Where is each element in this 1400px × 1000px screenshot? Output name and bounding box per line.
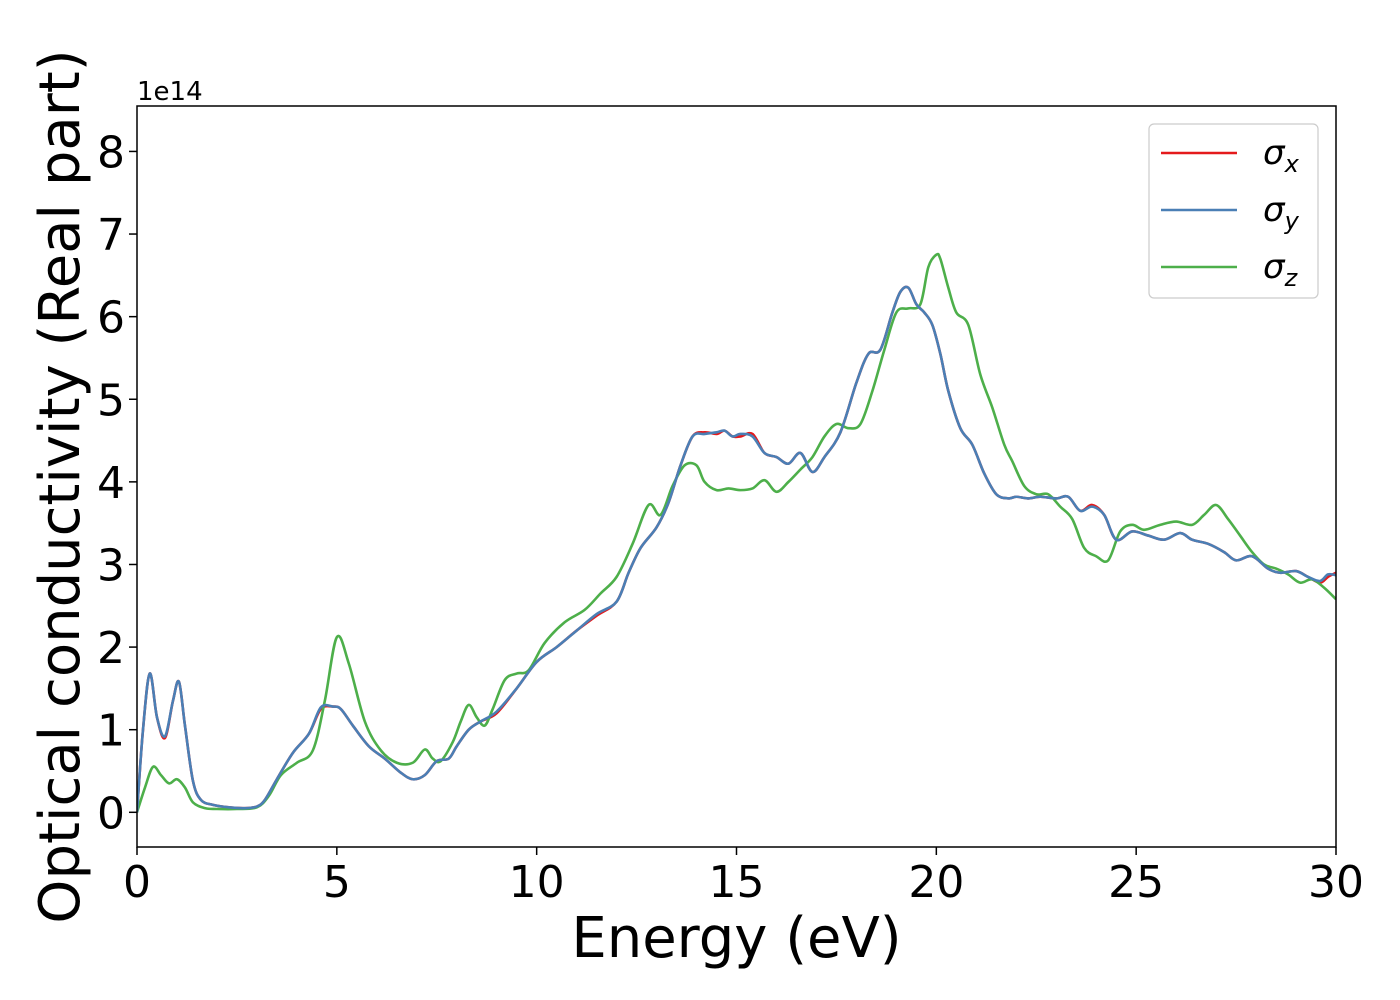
y-tick-label: 5 — [97, 375, 125, 426]
y-tick-label: 7 — [97, 210, 125, 261]
legend-label-z: σz — [1263, 247, 1299, 292]
x-tick-label: 25 — [1108, 857, 1164, 908]
x-axis-label: Energy (eV) — [571, 906, 901, 971]
y-offset-label: 1e14 — [137, 77, 203, 107]
y-tick-label: 4 — [97, 458, 125, 509]
x-tick-label: 20 — [908, 857, 964, 908]
y-tick-label: 2 — [97, 623, 125, 674]
legend-label-y: σy — [1263, 190, 1300, 235]
legend: σx σy σz — [1148, 123, 1319, 299]
series-group — [137, 252, 1336, 813]
x-tick-label: 0 — [123, 857, 151, 908]
x-tick-label: 5 — [323, 857, 351, 908]
series-line-y — [137, 285, 1336, 813]
y-tick-label: 0 — [97, 788, 125, 839]
y-tick-label: 3 — [97, 540, 125, 591]
x-tick-label: 30 — [1308, 857, 1364, 908]
x-tick-label: 15 — [709, 857, 765, 908]
y-axis-ticks: 0 1 2 3 4 5 6 7 8 — [97, 127, 137, 839]
y-axis-label: Optical conductivity (Real part) — [28, 49, 93, 923]
y-tick-label: 8 — [97, 127, 125, 178]
x-tick-label: 10 — [509, 857, 565, 908]
x-axis-ticks: 0 5 10 15 20 25 30 — [123, 847, 1364, 908]
legend-label-x: σx — [1263, 133, 1300, 178]
series-line-z — [137, 252, 1336, 813]
y-tick-label: 1 — [97, 706, 125, 757]
y-tick-label: 6 — [97, 293, 125, 344]
